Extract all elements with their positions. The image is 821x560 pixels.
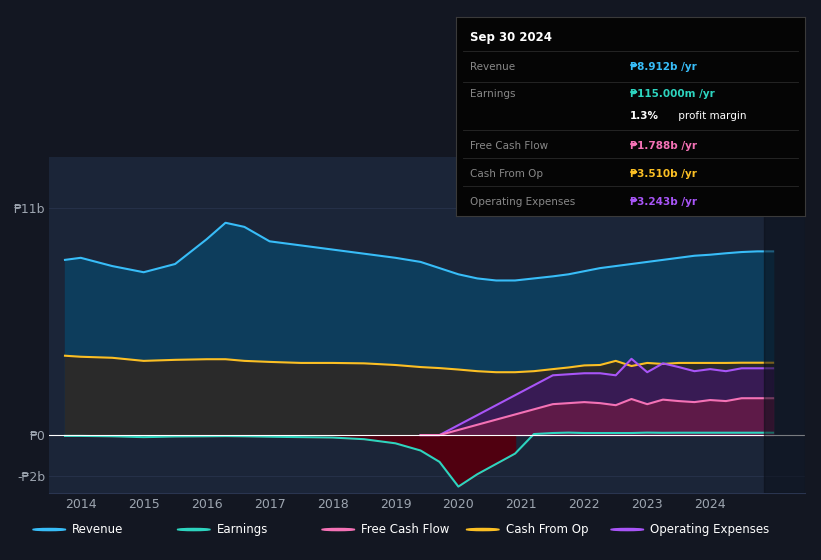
- Text: Sep 30 2024: Sep 30 2024: [470, 31, 552, 44]
- Circle shape: [177, 529, 210, 531]
- Text: Earnings: Earnings: [470, 90, 515, 99]
- Text: 1.3%: 1.3%: [631, 111, 659, 121]
- Text: ₱1.788b /yr: ₱1.788b /yr: [631, 141, 697, 151]
- Text: Operating Expenses: Operating Expenses: [650, 523, 769, 536]
- Bar: [764, 157, 805, 493]
- Text: Operating Expenses: Operating Expenses: [470, 197, 575, 207]
- Text: Cash From Op: Cash From Op: [506, 523, 588, 536]
- Text: ₱3.243b /yr: ₱3.243b /yr: [631, 197, 697, 207]
- Text: Cash From Op: Cash From Op: [470, 169, 543, 179]
- Circle shape: [322, 529, 355, 531]
- Text: ₱115.000m /yr: ₱115.000m /yr: [631, 90, 715, 99]
- Text: ₱8.912b /yr: ₱8.912b /yr: [631, 62, 697, 72]
- Text: ₱3.510b /yr: ₱3.510b /yr: [631, 169, 697, 179]
- Text: Free Cash Flow: Free Cash Flow: [361, 523, 450, 536]
- Text: profit margin: profit margin: [676, 111, 747, 121]
- Text: Revenue: Revenue: [470, 62, 515, 72]
- Circle shape: [33, 529, 66, 531]
- Circle shape: [611, 529, 644, 531]
- Text: Free Cash Flow: Free Cash Flow: [470, 141, 548, 151]
- Text: Revenue: Revenue: [72, 523, 124, 536]
- Circle shape: [466, 529, 499, 531]
- Text: Earnings: Earnings: [217, 523, 268, 536]
